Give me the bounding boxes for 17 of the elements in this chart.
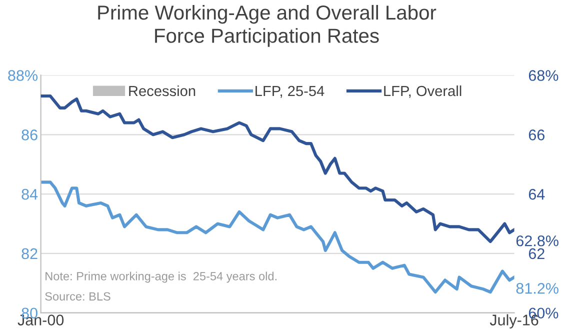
chart-title: Prime Working-Age and Overall Labor Force Participation Rates — [98, 4, 436, 47]
data-label: 62.8% — [516, 235, 558, 246]
line-series — [40, 180, 514, 294]
legend-label: LFP, 25-54 — [256, 86, 324, 98]
legend-label: LFP, Overall — [384, 85, 462, 98]
y-tick-label: 82 — [22, 248, 38, 260]
y-tick-label: 88% — [8, 70, 38, 81]
y2-tick-label: 68% — [528, 70, 558, 81]
legend-label: Recession — [129, 85, 196, 96]
y-tick-label: 84 — [22, 188, 38, 200]
y2-tick-label: 64 — [528, 188, 545, 200]
y2-tick-label: 62 — [528, 248, 544, 260]
annotation: Source: BLS — [45, 292, 110, 301]
annotation: Note: Prime working-age is 25-54 years old. — [46, 272, 276, 283]
y2-tick-label: 66 — [528, 130, 544, 140]
data-label: 81.2% — [516, 282, 558, 294]
y-tick-label: 86 — [22, 130, 38, 140]
